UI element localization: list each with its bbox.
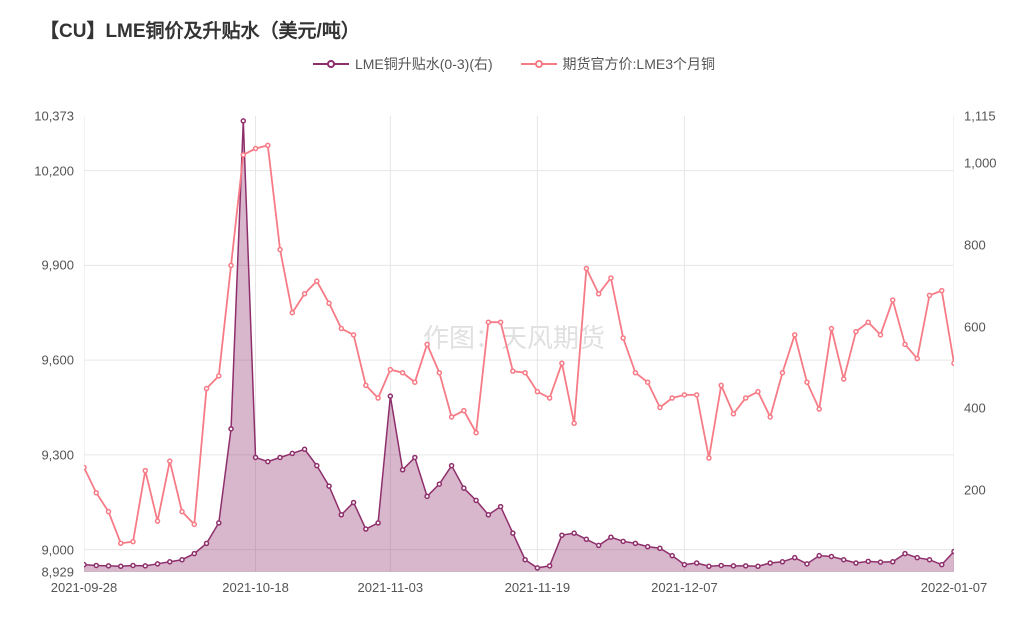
legend-item-premium: LME铜升贴水(0-3)(右) (313, 54, 493, 74)
legend-label-premium: LME铜升贴水(0-3)(右) (355, 54, 493, 74)
y-axis-left-tick: 9,900 (41, 258, 74, 273)
legend-symbol-premium (313, 57, 349, 71)
y-axis-right-tick: 200 (964, 483, 986, 498)
y-axis-left-labels: 8,9299,0009,3009,6009,90010,20010,373 (0, 116, 80, 572)
y-axis-left-tick: 9,000 (41, 542, 74, 557)
y-axis-right-tick: 600 (964, 319, 986, 334)
x-axis-tick: 2021-11-03 (358, 580, 424, 595)
y-axis-left-tick: 9,300 (41, 447, 74, 462)
x-axis-tick: 2022-01-07 (921, 580, 988, 595)
plot-svg (84, 116, 954, 572)
y-axis-left-tick: 10,373 (34, 109, 74, 124)
legend-symbol-price (521, 57, 557, 71)
x-axis-tick: 2021-10-18 (222, 580, 289, 595)
chart-title: 【CU】LME铜价及升贴水（美元/吨） (40, 16, 360, 43)
y-axis-right-tick: 1,000 (964, 156, 997, 171)
legend: LME铜升贴水(0-3)(右) 期货官方价:LME3个月铜 (0, 54, 1028, 74)
y-axis-left-tick: 9,600 (41, 353, 74, 368)
y-axis-right-tick: 400 (964, 401, 986, 416)
x-axis-tick: 2021-11-19 (505, 580, 571, 595)
x-axis-tick: 2021-09-28 (51, 580, 118, 595)
y-axis-right-labels: 2004006008001,0001,115 (958, 116, 1028, 572)
y-axis-left-tick: 8,929 (41, 565, 74, 580)
y-axis-right-tick: 1,115 (964, 109, 996, 124)
legend-item-price: 期货官方价:LME3个月铜 (521, 54, 715, 74)
y-axis-right-tick: 800 (964, 237, 986, 252)
plot-area (84, 116, 954, 572)
y-axis-left-tick: 10,200 (34, 163, 74, 178)
chart-container: 【CU】LME铜价及升贴水（美元/吨） LME铜升贴水(0-3)(右) 期货官方… (0, 0, 1028, 633)
x-axis-tick: 2021-12-07 (651, 580, 718, 595)
legend-label-price: 期货官方价:LME3个月铜 (563, 54, 715, 74)
